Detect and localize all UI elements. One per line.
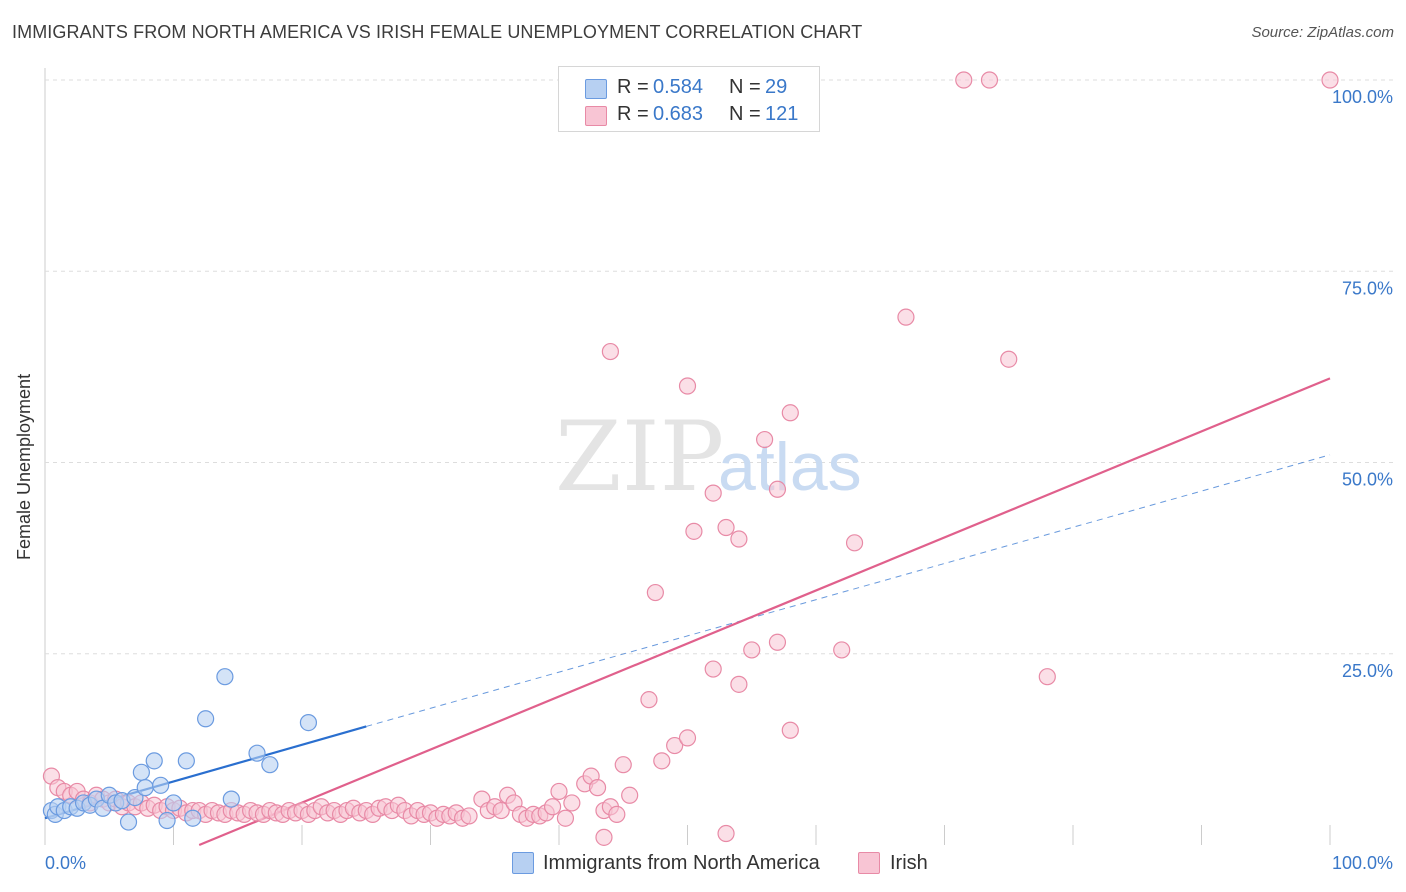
y-tick-label: 100.0% [1332, 87, 1393, 107]
legend-r-label: R = [617, 103, 649, 125]
watermark: ZIP atlas [555, 401, 862, 513]
legend-label-immigrants: Immigrants from North America [543, 852, 820, 874]
immigrants-point [216, 668, 234, 686]
irish-point [646, 583, 664, 602]
irish-point [492, 801, 510, 820]
immigrants-point [136, 779, 154, 797]
irish-point [845, 534, 864, 552]
irish-point [768, 633, 787, 651]
immigrants-point [184, 809, 202, 827]
irish-point [614, 756, 632, 774]
immigrants-trend-extension [366, 454, 1331, 727]
legend-swatch-immigrants [512, 852, 534, 874]
irish-point [717, 518, 735, 537]
irish-point [704, 660, 722, 678]
watermark-zip: ZIP [555, 401, 724, 513]
immigrants-point [248, 744, 266, 762]
irish-point [730, 530, 748, 548]
irish-point [556, 809, 575, 827]
immigrants-point [164, 794, 183, 812]
irish-point [640, 691, 658, 709]
irish-point [781, 404, 799, 422]
legend-swatch-irish [858, 852, 880, 874]
legend-r-value: 0.584 [653, 76, 704, 98]
irish-point [543, 798, 562, 816]
irish-point [653, 752, 671, 770]
y-tick-label: 75.0% [1342, 278, 1393, 298]
irish-point [730, 675, 748, 693]
legend-r-label: R = [617, 76, 649, 98]
irish-point [980, 71, 999, 89]
correlation-legend: R = 0.584 N = 29 R = 0.683 N = 121 [558, 66, 820, 132]
immigrants-point [132, 763, 150, 781]
irish-points [42, 71, 1339, 846]
grid-lines [44, 68, 1395, 845]
legend-r-value: 0.683 [653, 103, 704, 125]
irish-point [1000, 350, 1018, 368]
irish-point [955, 71, 973, 89]
irish-point [550, 782, 568, 801]
legend-n-label: N = [729, 103, 761, 125]
legend-n-value: 121 [765, 103, 799, 125]
legend-row-irish: R = 0.683 N = 121 [559, 100, 819, 130]
x-tick-labels: 0.0% 100.0% [45, 853, 1393, 873]
irish-point [717, 824, 735, 843]
series-legend: Immigrants from North America Irish [0, 850, 1406, 880]
legend-n-label: N = [729, 76, 761, 98]
irish-point [1038, 668, 1056, 686]
irish-point [704, 484, 722, 502]
watermark-atlas: atlas [718, 429, 862, 505]
irish-point [608, 805, 626, 824]
y-tick-label: 50.0% [1342, 470, 1393, 490]
immigrants-points [42, 668, 318, 831]
immigrants-point [177, 752, 195, 770]
irish-point [743, 641, 761, 659]
irish-point [755, 430, 774, 449]
y-axis-label: Female Unemployment [14, 373, 34, 560]
irish-point [768, 480, 787, 498]
legend-n-value: 29 [765, 76, 788, 98]
irish-point [601, 342, 620, 361]
irish-point [897, 308, 915, 326]
immigrants-point [299, 713, 318, 732]
legend-swatch-blue [585, 79, 607, 99]
irish-point [595, 828, 613, 846]
legend-label-irish: Irish [890, 852, 928, 874]
y-tick-labels: 25.0% 50.0% 75.0% 100.0% [1332, 87, 1393, 681]
y-tick-label: 25.0% [1342, 661, 1393, 681]
chart-title: IMMIGRANTS FROM NORTH AMERICA VS IRISH F… [12, 22, 863, 42]
irish-point [685, 522, 703, 540]
irish-point [588, 779, 607, 797]
immigrants-point [158, 811, 176, 830]
irish-point [678, 377, 697, 395]
legend-row-immigrants: R = 0.584 N = 29 [559, 73, 819, 103]
x-tick-label: 0.0% [45, 853, 86, 873]
immigrants-point [197, 710, 215, 728]
irish-point [678, 729, 697, 747]
irish-point [1321, 71, 1339, 89]
immigrants-point [152, 776, 170, 794]
source-label: Source: ZipAtlas.com [1251, 24, 1394, 41]
immigrants-point [145, 752, 163, 770]
immigrants-point [261, 756, 279, 774]
x-tick-label: 100.0% [1332, 853, 1393, 873]
irish-trend-line [198, 377, 1331, 847]
irish-point [833, 641, 851, 659]
irish-point [781, 721, 799, 739]
immigrants-point [126, 788, 144, 807]
irish-point [666, 736, 684, 755]
irish-point [460, 807, 478, 825]
irish-point [563, 794, 581, 812]
immigrants-point [222, 790, 240, 808]
immigrants-point [119, 813, 138, 831]
legend-swatch-pink [585, 106, 607, 126]
irish-point [621, 786, 639, 804]
